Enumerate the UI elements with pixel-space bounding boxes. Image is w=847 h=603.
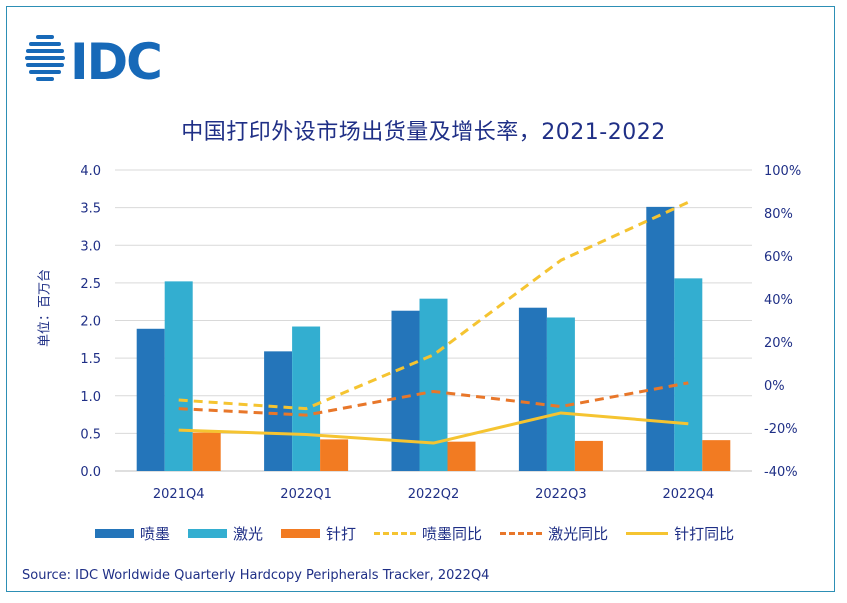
line-inkjet-yoy (178, 200, 689, 411)
y-tick-label: 3.0 (80, 239, 101, 254)
legend-label-dot-matrix: 针打 (326, 524, 357, 543)
x-tick-label: 2022Q2 (408, 487, 460, 502)
y-tick-label: 0.5 (80, 427, 101, 442)
chart-plot: 0.0 0.5 1.0 1.5 2.0 2.5 3.0 3.5 4.0 -40% -20% 0% 20%… (80, 164, 801, 502)
x-tick-label: 2022Q3 (535, 487, 587, 502)
legend-label-laser-yoy: 激光同比 (548, 524, 609, 543)
y-tick-label: 1.5 (80, 352, 101, 367)
bar-laser (164, 281, 193, 471)
legend-swatch-laser (188, 528, 228, 538)
legend-label-laser: 激光 (233, 524, 264, 543)
legend-line-dot-matrix-yoy (626, 531, 669, 535)
legend-label-inkjet-yoy: 喷墨同比 (422, 524, 483, 543)
bar-inkjet (391, 310, 420, 471)
legend-item-dot-matrix: 针打 (281, 523, 356, 544)
legend-label-dot-matrix-yoy: 针打同比 (674, 524, 735, 543)
bar-inkjet (264, 351, 293, 471)
legend-label-inkjet: 喷墨 (140, 524, 171, 543)
bar-dot-matrix (447, 441, 476, 471)
legend-line-laser-yoy (500, 531, 543, 535)
legend-item-dot-matrix-yoy: 针打同比 (626, 523, 734, 544)
y2-tick-label: -40% (764, 465, 798, 480)
y-tick-label: 2.0 (80, 315, 101, 330)
y2-tick-label: 60% (764, 250, 793, 265)
bar-dot-matrix (192, 432, 221, 471)
x-tick-label: 2021Q4 (153, 487, 205, 502)
bar-inkjet (136, 328, 165, 471)
chart-title: 中国打印外设市场出货量及增长率，2021-2022 (181, 120, 666, 145)
line-dot-matrix-yoy (178, 411, 689, 445)
y2-tick-label: 0% (764, 379, 785, 394)
idc-logo: IDC (20, 32, 170, 91)
chart-legend: 喷墨 激光 针打 喷墨同比 激光同比 针打同比 (95, 522, 752, 544)
y-tick-label: 1.0 (80, 390, 101, 405)
bar-inkjet (646, 206, 675, 471)
y2-tick-label: 100% (764, 164, 801, 179)
legend-line-inkjet-yoy (374, 531, 417, 535)
bar-dot-matrix (320, 439, 349, 471)
legend-swatch-dot-matrix (281, 528, 321, 538)
y-tick-label: 2.5 (80, 277, 101, 292)
y2-tick-label: 20% (764, 336, 793, 351)
y-tick-label: 4.0 (80, 164, 101, 179)
bar-inkjet (518, 307, 547, 471)
bar-laser (419, 298, 448, 471)
bar-dot-matrix (574, 440, 603, 471)
legend-swatch-inkjet (95, 528, 134, 538)
legend-item-inkjet: 喷墨 (95, 523, 170, 544)
bar-dot-matrix (702, 440, 731, 471)
y2-tick-label: 40% (764, 293, 793, 308)
bar-laser (546, 317, 575, 471)
y2-tick-label: -20% (764, 422, 798, 437)
y2-tick-label: 80% (764, 207, 793, 222)
x-tick-label: 2022Q4 (663, 487, 715, 502)
legend-item-laser: 激光 (188, 523, 263, 544)
idc-logo-text: IDC (70, 33, 161, 82)
line-laser-yoy (178, 381, 689, 417)
legend-item-inkjet-yoy: 喷墨同比 (374, 523, 482, 544)
y-tick-label: 0.0 (80, 465, 101, 480)
x-tick-label: 2022Q1 (280, 487, 332, 502)
legend-item-laser-yoy: 激光同比 (500, 523, 608, 544)
source-note: Source: IDC Worldwide Quarterly Hardcopy… (22, 568, 490, 583)
y-tick-label: 3.5 (80, 202, 101, 217)
bar-laser (292, 326, 321, 471)
bar-laser (674, 278, 703, 471)
